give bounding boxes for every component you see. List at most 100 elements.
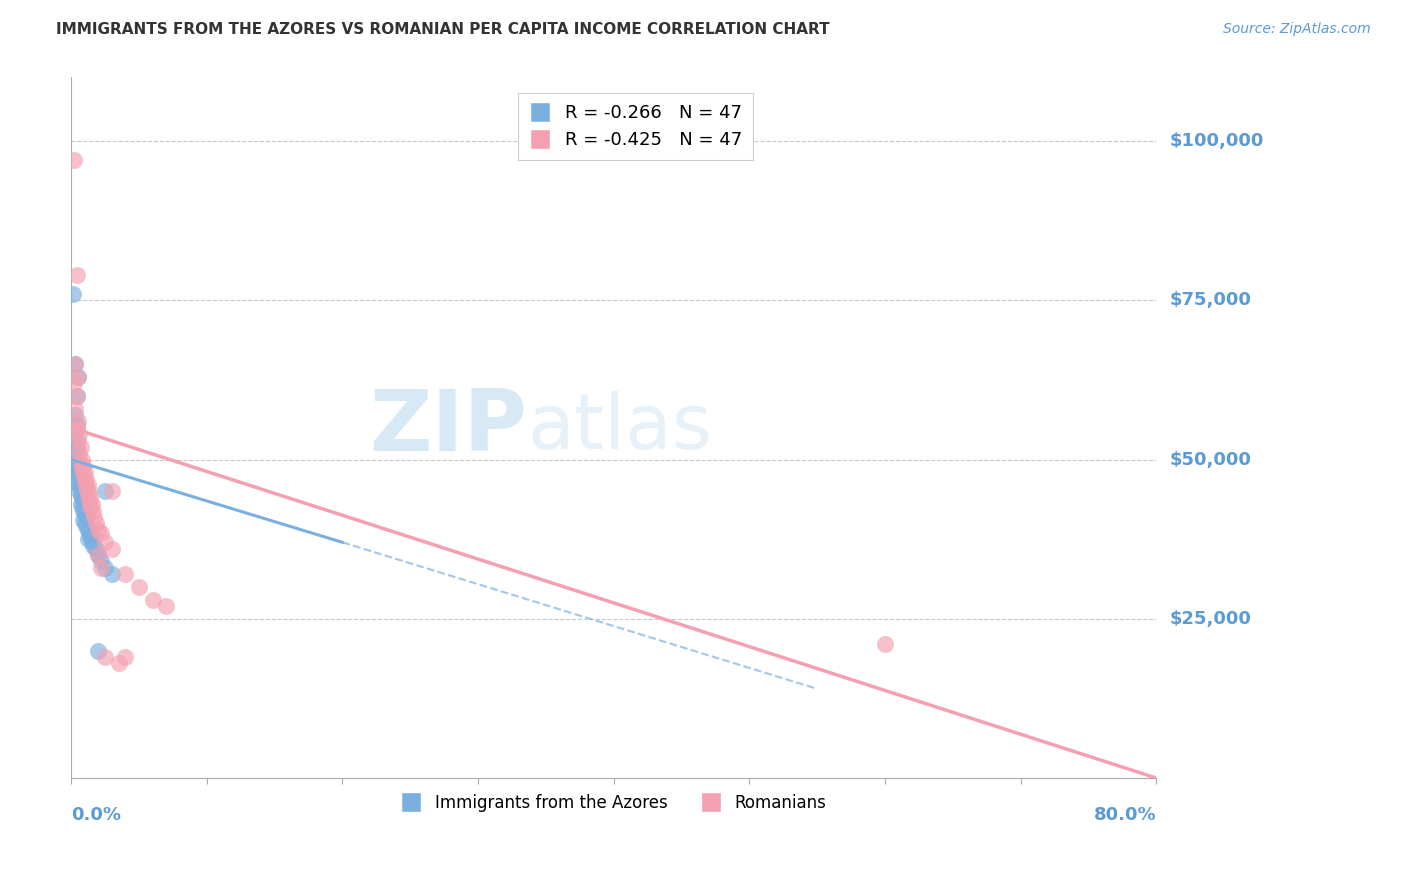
Point bbox=[94, 484, 117, 499]
Point bbox=[79, 529, 101, 543]
Point bbox=[66, 440, 89, 454]
Point bbox=[63, 427, 86, 442]
Point bbox=[63, 153, 86, 168]
Point bbox=[76, 532, 98, 546]
Point bbox=[66, 452, 89, 467]
Point bbox=[84, 516, 107, 531]
Point bbox=[82, 539, 104, 553]
Point bbox=[73, 516, 96, 531]
Point bbox=[73, 465, 96, 479]
Point bbox=[65, 408, 87, 422]
Point bbox=[79, 500, 101, 515]
Text: Source: ZipAtlas.com: Source: ZipAtlas.com bbox=[1223, 22, 1371, 37]
Point bbox=[77, 494, 100, 508]
Point bbox=[94, 535, 117, 549]
Point bbox=[65, 434, 87, 448]
Point bbox=[70, 462, 93, 476]
Point bbox=[65, 357, 87, 371]
Point bbox=[87, 548, 110, 562]
Point bbox=[107, 657, 129, 671]
Point bbox=[62, 287, 84, 301]
Point bbox=[70, 500, 93, 515]
Point bbox=[70, 452, 93, 467]
Point bbox=[90, 554, 112, 568]
Point bbox=[75, 472, 97, 486]
Point bbox=[69, 456, 91, 470]
Point bbox=[80, 535, 103, 549]
Point bbox=[66, 268, 89, 282]
Point bbox=[873, 637, 896, 651]
Point bbox=[65, 456, 87, 470]
Point bbox=[101, 541, 124, 556]
Point bbox=[83, 509, 105, 524]
Point bbox=[67, 446, 90, 460]
Point bbox=[69, 497, 91, 511]
Point bbox=[80, 529, 103, 543]
Point bbox=[80, 497, 103, 511]
Point bbox=[87, 643, 110, 657]
Legend: Immigrants from the Azores, Romanians: Immigrants from the Azores, Romanians bbox=[395, 788, 832, 819]
Point bbox=[72, 458, 94, 473]
Point bbox=[72, 503, 94, 517]
Text: 80.0%: 80.0% bbox=[1094, 806, 1156, 824]
Point bbox=[94, 561, 117, 575]
Point bbox=[65, 450, 87, 464]
Point bbox=[66, 468, 89, 483]
Point bbox=[66, 389, 89, 403]
Point bbox=[90, 525, 112, 540]
Point bbox=[114, 567, 136, 582]
Point bbox=[66, 475, 89, 489]
Point bbox=[94, 650, 117, 665]
Point bbox=[72, 494, 94, 508]
Point bbox=[142, 592, 165, 607]
Text: $75,000: $75,000 bbox=[1170, 292, 1251, 310]
Point bbox=[76, 478, 98, 492]
Point bbox=[67, 472, 90, 486]
Point bbox=[82, 503, 104, 517]
Point bbox=[90, 561, 112, 575]
Point bbox=[73, 475, 96, 489]
Point bbox=[75, 481, 97, 495]
Point bbox=[66, 389, 89, 403]
Text: 0.0%: 0.0% bbox=[72, 806, 121, 824]
Point bbox=[77, 484, 100, 499]
Point bbox=[66, 462, 89, 476]
Text: $100,000: $100,000 bbox=[1170, 132, 1264, 150]
Point bbox=[87, 523, 110, 537]
Point bbox=[67, 427, 90, 442]
Point bbox=[69, 487, 91, 501]
Point bbox=[63, 446, 86, 460]
Point bbox=[66, 465, 89, 479]
Point bbox=[66, 417, 89, 432]
Point bbox=[66, 414, 89, 428]
Point bbox=[72, 468, 94, 483]
Point bbox=[75, 509, 97, 524]
Point bbox=[70, 491, 93, 505]
Text: ZIP: ZIP bbox=[370, 386, 527, 469]
Text: atlas: atlas bbox=[527, 391, 711, 465]
Point bbox=[67, 484, 90, 499]
Point bbox=[114, 650, 136, 665]
Point bbox=[75, 519, 97, 533]
Point bbox=[66, 458, 89, 473]
Point bbox=[76, 523, 98, 537]
Text: $25,000: $25,000 bbox=[1170, 610, 1251, 628]
Point bbox=[67, 478, 90, 492]
Point bbox=[65, 401, 87, 416]
Point bbox=[66, 434, 89, 448]
Text: IMMIGRANTS FROM THE AZORES VS ROMANIAN PER CAPITA INCOME CORRELATION CHART: IMMIGRANTS FROM THE AZORES VS ROMANIAN P… bbox=[56, 22, 830, 37]
Point bbox=[73, 507, 96, 521]
Point bbox=[84, 541, 107, 556]
Text: $50,000: $50,000 bbox=[1170, 450, 1251, 468]
Point bbox=[69, 440, 91, 454]
Point bbox=[63, 376, 86, 391]
Point bbox=[66, 369, 89, 384]
Point bbox=[69, 481, 91, 495]
Point bbox=[65, 357, 87, 371]
Point bbox=[128, 580, 150, 594]
Point bbox=[77, 525, 100, 540]
Point bbox=[76, 487, 98, 501]
Point bbox=[66, 369, 89, 384]
Point bbox=[155, 599, 177, 613]
Point bbox=[66, 421, 89, 435]
